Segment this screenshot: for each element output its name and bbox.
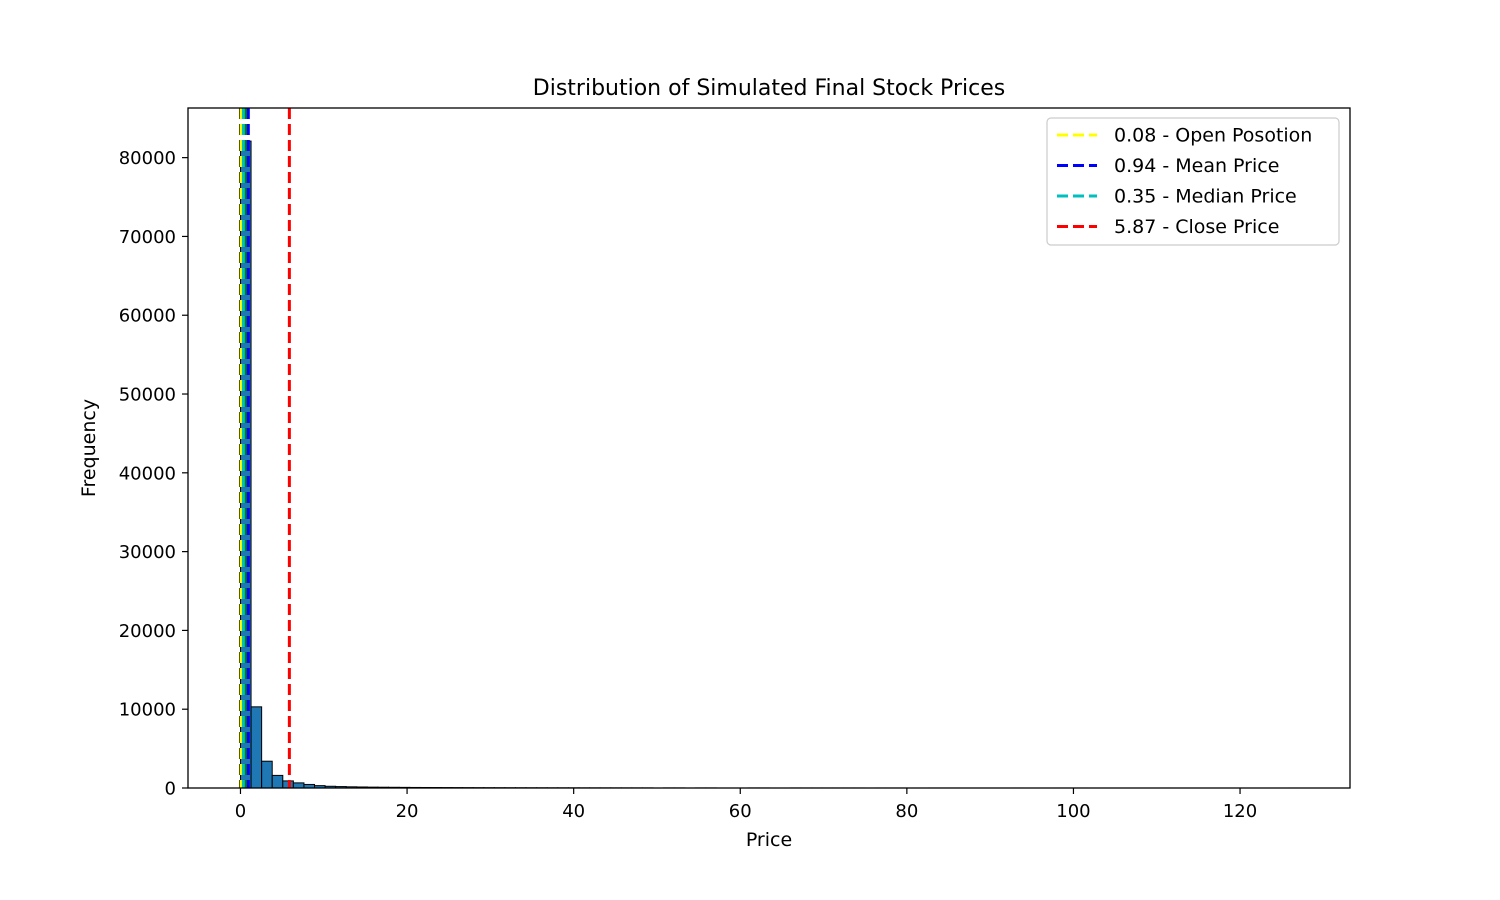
x-tick-label: 120	[1223, 801, 1257, 822]
x-axis-label: Price	[746, 829, 792, 851]
x-tick-label: 40	[562, 801, 585, 822]
y-tick-label: 30000	[119, 542, 176, 563]
y-tick-label: 80000	[119, 148, 176, 169]
y-tick-label: 20000	[119, 621, 176, 642]
y-tick-label: 40000	[119, 463, 176, 484]
x-tick-label: 60	[729, 801, 752, 822]
y-tick-label: 0	[165, 779, 176, 800]
legend-label: 5.87 - Close Price	[1114, 216, 1279, 238]
histogram-bar	[292, 782, 305, 788]
x-tick-label: 80	[895, 801, 918, 822]
x-tick-label: 100	[1056, 801, 1090, 822]
legend-box	[1046, 117, 1340, 246]
histogram-bar	[250, 706, 263, 788]
y-axis-label: Frequency	[78, 399, 100, 497]
legend: 0.08 - Open Posotion 0.94 - Mean Price 0.3…	[1046, 117, 1340, 246]
legend-label: 0.08 - Open Posotion	[1114, 125, 1312, 147]
y-axis-ticks: 0 10000 20000 30000 40000 50000 60000 70000 8000…	[119, 148, 188, 800]
y-tick-label: 60000	[119, 306, 176, 327]
y-tick-label: 70000	[119, 227, 176, 248]
histogram-bar	[261, 760, 273, 788]
histogram-bar	[271, 774, 284, 788]
x-tick-label: 20	[396, 801, 419, 822]
x-axis-ticks: 0 20 40 60 80 100 120	[235, 788, 1257, 822]
plot-frame	[187, 107, 1351, 789]
reference-lines	[238, 108, 291, 788]
x-tick-label: 0	[235, 801, 246, 822]
legend-label: 0.35 - Median Price	[1114, 186, 1297, 208]
legend-label: 0.94 - Mean Price	[1114, 155, 1279, 177]
y-tick-label: 10000	[119, 700, 176, 721]
chart-title: Distribution of Simulated Final Stock Pr…	[533, 76, 1005, 101]
y-tick-label: 50000	[119, 385, 176, 406]
